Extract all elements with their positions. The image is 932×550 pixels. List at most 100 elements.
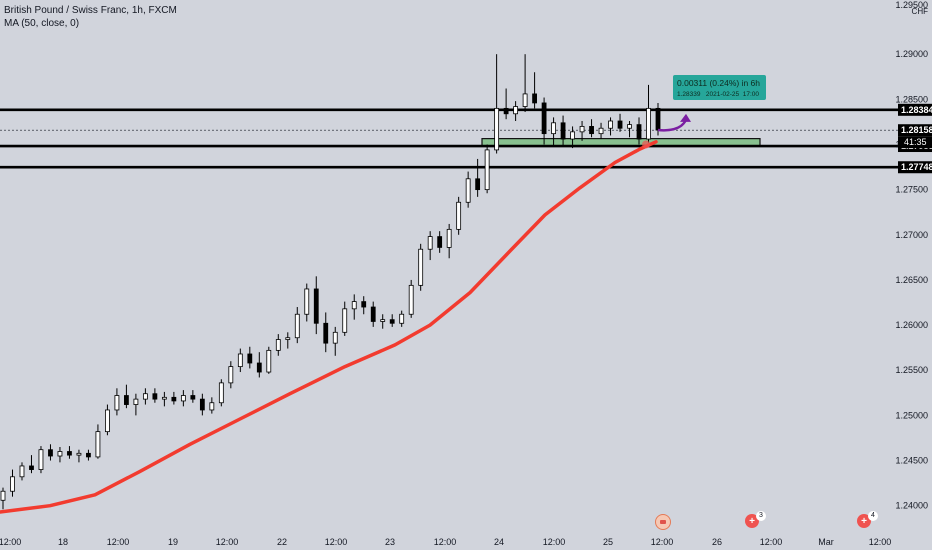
candle-body	[503, 107, 509, 115]
x-tick-label: 19	[168, 537, 178, 547]
candle	[256, 352, 262, 378]
candle-body	[342, 308, 348, 333]
candle	[589, 119, 594, 138]
candle	[608, 117, 613, 136]
candle	[76, 449, 82, 463]
candle	[446, 223, 452, 259]
candle	[0, 487, 6, 510]
candle	[247, 346, 253, 369]
x-tick-label: 12:00	[216, 537, 239, 547]
candle	[465, 171, 471, 208]
candle-body	[67, 451, 72, 456]
event-flag-icon: +	[749, 515, 755, 527]
candle-body	[427, 236, 433, 250]
candle-body	[275, 339, 281, 351]
candle-body	[570, 131, 575, 140]
candle-body	[655, 107, 661, 131]
candle-body	[541, 102, 547, 135]
candle-body	[180, 395, 186, 402]
candle-body	[29, 465, 34, 470]
candle-body	[608, 120, 613, 129]
candle-body	[256, 362, 262, 373]
candle-body	[237, 353, 243, 368]
event-icon-3[interactable]: +	[745, 514, 759, 528]
candle-body	[161, 396, 167, 400]
candle	[475, 158, 481, 197]
x-tick-label: 12:00	[107, 537, 130, 547]
candle	[560, 115, 566, 147]
arrow-head	[680, 113, 691, 122]
candle-body	[560, 122, 566, 140]
candle	[266, 346, 272, 374]
candle	[323, 312, 329, 353]
x-axis-ticks: 12:00 18 12:00 19 12:00 22 12:00 23 12:00 24 12:00…	[0, 537, 891, 547]
countdown-bg	[898, 136, 932, 149]
candle	[579, 121, 585, 141]
current-price-tag: 1.28158	[901, 125, 932, 135]
event-icon-4[interactable]: +	[857, 514, 871, 528]
x-tick-label: 12:00	[543, 537, 566, 547]
candle	[408, 279, 414, 318]
candle-body	[579, 126, 585, 133]
candle-body	[266, 349, 272, 373]
candle	[114, 388, 120, 416]
candle-body	[19, 465, 25, 478]
candle	[418, 243, 424, 291]
candle	[275, 334, 281, 356]
candle-body	[408, 284, 414, 315]
x-tick-label: 25	[603, 537, 613, 547]
x-tick-label: 26	[712, 537, 722, 547]
candle	[570, 126, 575, 149]
candle-body	[38, 449, 44, 470]
candle	[133, 393, 139, 416]
candle	[152, 388, 158, 403]
candle	[228, 361, 234, 389]
event-icon[interactable]	[655, 514, 671, 530]
candle-body	[456, 201, 462, 230]
candle-body	[484, 149, 490, 191]
candle-body	[646, 107, 651, 140]
candle	[67, 446, 72, 459]
candle	[351, 294, 357, 320]
level-price-tag-bg	[898, 103, 932, 116]
x-tick-label: 24	[494, 537, 504, 547]
candle-body	[532, 93, 537, 104]
candle-body	[380, 319, 386, 322]
currency-label: CHF	[911, 7, 928, 16]
x-tick-label: 12:00	[325, 537, 348, 547]
candle	[57, 446, 63, 463]
candle-body	[589, 126, 594, 135]
candle	[180, 390, 186, 407]
candle-body	[636, 124, 642, 140]
candle-body	[627, 124, 632, 129]
candle-body	[142, 393, 148, 400]
touch-marker	[642, 140, 650, 149]
candle	[598, 122, 604, 140]
candle	[427, 231, 433, 261]
candle-body	[351, 301, 357, 310]
countdown-tag: 41:35	[904, 137, 927, 147]
candle-body	[465, 178, 471, 203]
candle	[551, 117, 556, 147]
candle-body	[48, 449, 53, 457]
candle	[617, 113, 623, 132]
candle-body	[370, 306, 376, 322]
y-tick-label: 1.28500	[895, 94, 928, 104]
candle	[48, 444, 53, 461]
y-tick-label: 1.26000	[895, 320, 928, 330]
candle	[86, 449, 91, 461]
candle	[380, 314, 386, 329]
candle-body	[86, 452, 91, 458]
candle	[513, 101, 519, 122]
candle	[199, 393, 205, 416]
y-tick-label: 1.29500	[895, 0, 928, 10]
candle	[503, 88, 509, 120]
candle	[285, 332, 291, 349]
x-tick-label: 23	[385, 537, 395, 547]
candle-body	[285, 337, 291, 340]
level-price-tag-bg	[898, 161, 932, 174]
y-tick-label: 1.25000	[895, 410, 928, 420]
x-tick-label: 12:00	[0, 537, 21, 547]
candle	[105, 404, 110, 436]
